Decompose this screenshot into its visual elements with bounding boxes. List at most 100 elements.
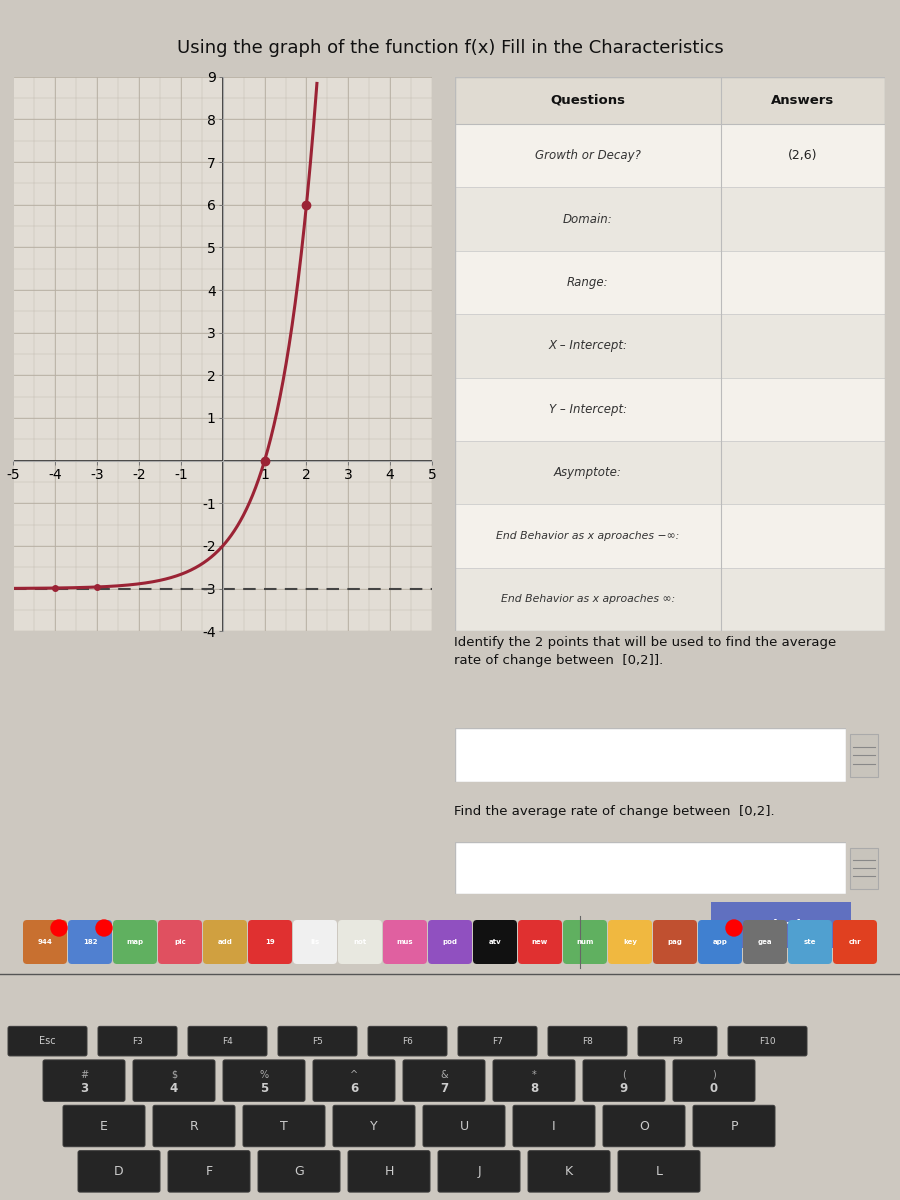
FancyBboxPatch shape	[743, 920, 787, 964]
FancyBboxPatch shape	[248, 920, 292, 964]
FancyBboxPatch shape	[788, 920, 832, 964]
FancyBboxPatch shape	[528, 1151, 610, 1192]
Bar	[454, 251, 721, 314]
Bar	[454, 504, 721, 568]
FancyBboxPatch shape	[368, 1026, 447, 1056]
FancyBboxPatch shape	[168, 1151, 250, 1192]
Text: E: E	[100, 1120, 108, 1133]
Text: (2,6): (2,6)	[788, 149, 818, 162]
Bar	[454, 187, 721, 251]
FancyBboxPatch shape	[728, 1026, 807, 1056]
FancyBboxPatch shape	[493, 1060, 575, 1102]
Text: Find the average rate of change between  [0,2].: Find the average rate of change between …	[454, 805, 775, 817]
FancyBboxPatch shape	[98, 1026, 177, 1056]
Bar	[721, 378, 885, 440]
Text: F7: F7	[492, 1037, 503, 1045]
FancyBboxPatch shape	[653, 920, 697, 964]
Text: &: &	[440, 1070, 448, 1080]
FancyBboxPatch shape	[188, 1026, 267, 1056]
Text: #: #	[80, 1070, 88, 1080]
Bar	[721, 187, 885, 251]
Bar	[454, 314, 721, 378]
Text: O: O	[639, 1120, 649, 1133]
FancyBboxPatch shape	[8, 1026, 87, 1056]
Text: Submit: Submit	[754, 919, 807, 931]
Circle shape	[96, 920, 112, 936]
FancyBboxPatch shape	[833, 920, 877, 964]
FancyBboxPatch shape	[563, 920, 607, 964]
FancyBboxPatch shape	[258, 1151, 340, 1192]
Bar	[454, 124, 721, 187]
Text: R: R	[190, 1120, 198, 1133]
Text: L: L	[655, 1165, 662, 1178]
FancyBboxPatch shape	[428, 920, 472, 964]
Text: Range:: Range:	[567, 276, 608, 289]
Text: add: add	[218, 938, 232, 946]
FancyBboxPatch shape	[63, 1105, 145, 1147]
Text: J: J	[477, 1165, 481, 1178]
Text: ste: ste	[804, 938, 816, 946]
Text: pic: pic	[174, 938, 186, 946]
Circle shape	[51, 920, 67, 936]
FancyBboxPatch shape	[23, 920, 67, 964]
Text: Answers: Answers	[771, 94, 834, 107]
FancyBboxPatch shape	[113, 920, 157, 964]
Text: 6: 6	[350, 1082, 358, 1096]
Text: F10: F10	[760, 1037, 776, 1045]
Text: Esc: Esc	[40, 1036, 56, 1046]
Bar	[454, 440, 721, 504]
Text: 0: 0	[710, 1082, 718, 1096]
FancyBboxPatch shape	[383, 920, 427, 964]
Text: K: K	[565, 1165, 573, 1178]
Text: not: not	[354, 938, 366, 946]
FancyBboxPatch shape	[513, 1105, 595, 1147]
Text: Domain:: Domain:	[563, 212, 613, 226]
Text: P: P	[730, 1120, 738, 1133]
FancyBboxPatch shape	[693, 1105, 775, 1147]
Bar	[721, 440, 885, 504]
Text: F8: F8	[582, 1037, 593, 1045]
Circle shape	[726, 920, 742, 936]
FancyBboxPatch shape	[348, 1151, 430, 1192]
FancyBboxPatch shape	[583, 1060, 665, 1102]
Text: 3: 3	[80, 1082, 88, 1096]
Text: pod: pod	[443, 938, 457, 946]
FancyBboxPatch shape	[518, 920, 562, 964]
FancyBboxPatch shape	[153, 1105, 235, 1147]
Text: $: $	[171, 1070, 177, 1080]
Text: X – Intercept:: X – Intercept:	[548, 340, 627, 353]
Text: F: F	[205, 1165, 212, 1178]
FancyBboxPatch shape	[338, 920, 382, 964]
FancyBboxPatch shape	[68, 920, 112, 964]
FancyBboxPatch shape	[603, 1105, 685, 1147]
FancyBboxPatch shape	[548, 1026, 627, 1056]
Text: D: D	[114, 1165, 124, 1178]
FancyBboxPatch shape	[223, 1060, 305, 1102]
Bar	[850, 734, 878, 778]
FancyBboxPatch shape	[618, 1151, 700, 1192]
Bar	[721, 504, 885, 568]
Text: 7: 7	[440, 1082, 448, 1096]
FancyBboxPatch shape	[243, 1105, 325, 1147]
Bar	[454, 77, 885, 124]
Bar	[721, 251, 885, 314]
Text: %: %	[259, 1070, 268, 1080]
Text: key: key	[623, 938, 637, 946]
Text: Questions: Questions	[551, 94, 625, 107]
FancyBboxPatch shape	[278, 1026, 357, 1056]
Text: 8: 8	[530, 1082, 538, 1096]
Text: lis: lis	[310, 938, 320, 946]
Bar	[721, 314, 885, 378]
Text: F4: F4	[222, 1037, 233, 1045]
Text: U: U	[459, 1120, 469, 1133]
FancyBboxPatch shape	[423, 1105, 505, 1147]
FancyBboxPatch shape	[43, 1060, 125, 1102]
Text: 19: 19	[266, 938, 274, 946]
FancyBboxPatch shape	[333, 1105, 415, 1147]
Text: 9: 9	[620, 1082, 628, 1096]
Text: Y – Intercept:: Y – Intercept:	[549, 403, 627, 415]
Text: Identify the 2 points that will be used to find the average
rate of change betwe: Identify the 2 points that will be used …	[454, 636, 837, 667]
Text: gea: gea	[758, 938, 772, 946]
FancyBboxPatch shape	[203, 920, 247, 964]
FancyBboxPatch shape	[638, 1026, 717, 1056]
